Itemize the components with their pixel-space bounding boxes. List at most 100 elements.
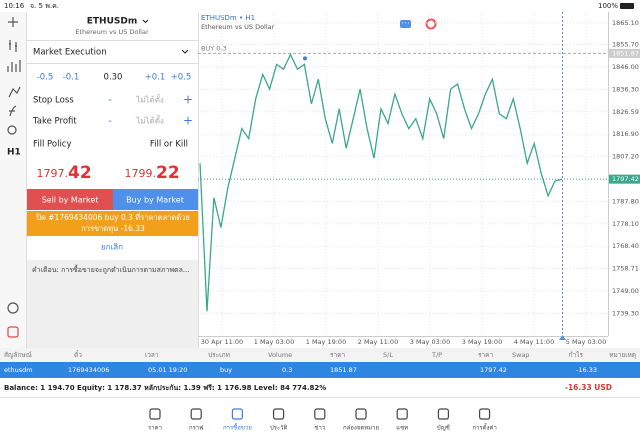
column-header: ตั๋ว [74, 350, 82, 359]
timeframe[interactable]: H1 [7, 148, 21, 158]
volume-step[interactable]: -0.1 [63, 73, 80, 83]
column-header: หมายเหตุ [609, 351, 636, 359]
nav-label[interactable]: กราฟ [189, 425, 203, 432]
column-header: ราคา [478, 351, 493, 359]
nav-icon[interactable] [355, 408, 367, 420]
nav-label[interactable]: ประวัติ [270, 425, 288, 432]
column-header: สัญลักษณ์ [4, 351, 32, 359]
sl-plus[interactable]: + [183, 93, 193, 107]
order-marker [303, 56, 307, 61]
sell-button[interactable] [27, 189, 113, 210]
y-tick-label: 1758.71 [612, 265, 639, 273]
x-tick-label: 2 May 11:00 [358, 338, 398, 346]
balance: Balance: 1 194.70 Equity: 1 178.37 หลักป… [4, 384, 326, 392]
nav-label[interactable]: แชท [396, 425, 408, 432]
warning-area [27, 260, 198, 350]
nav-icon[interactable] [396, 408, 408, 420]
y-tick-label: 1749.00 [612, 287, 639, 295]
status-time: 10:16 [4, 2, 25, 10]
tp-label: Take Profit [32, 117, 77, 127]
nav-label[interactable]: การตั้งค่า [472, 422, 496, 432]
column-header: S/L [383, 351, 393, 359]
nav-icon[interactable] [231, 408, 243, 420]
column-header: ราคา [330, 351, 345, 359]
notice-box [27, 211, 198, 236]
dropdown-icon [142, 19, 149, 24]
volume-step[interactable]: 0.30 [104, 73, 123, 83]
y-tick-label: 1816.90 [612, 130, 639, 138]
column-header: T/P [431, 351, 442, 359]
fill-label: Fill Policy [33, 140, 72, 150]
y-tick-label: 1865.10 [612, 19, 639, 27]
fill-value[interactable]: Fill or Kill [150, 140, 188, 150]
volume-step[interactable]: -0.5 [37, 73, 54, 83]
table-header [0, 348, 640, 362]
current-price-tag [609, 174, 640, 184]
total: -16.33 USD [565, 383, 612, 392]
x-tick-label: 1 May 03:00 [254, 338, 294, 346]
symbol-description: Ethereum vs US Dollar [75, 28, 149, 36]
sell-label[interactable]: Sell by Market [42, 196, 99, 205]
sl-value[interactable]: ไม่ได้ตั้ง [135, 94, 164, 105]
order-price-tag [609, 48, 640, 58]
y-tick-label: 1836.30 [612, 85, 639, 93]
volume-step[interactable]: +0.1 [145, 73, 166, 83]
nav-label[interactable]: ราคา [148, 425, 162, 432]
nav-icon[interactable] [437, 408, 449, 420]
x-tick-label: 1 May 19:00 [306, 338, 346, 346]
chart-subtitle: Ethereum vs US Dollar [201, 23, 275, 31]
current-price: 1797.42 [612, 175, 639, 183]
cell: -16.33 [576, 366, 597, 374]
nav-label[interactable]: การซื้อขาย [223, 422, 252, 432]
column-header: ประเภท [208, 351, 230, 359]
tp-value[interactable]: ไม่ได้ตั้ง [135, 115, 164, 126]
tp-plus[interactable]: + [183, 114, 193, 128]
order-line-label: BUY 0.3 [201, 44, 227, 52]
cell: 1851.87 [330, 366, 357, 374]
nav-icon[interactable] [190, 408, 202, 420]
column-header: เวลา [145, 351, 159, 359]
column-header: Swap [512, 351, 530, 359]
order-price: 1851.87 [612, 49, 639, 57]
volume-step[interactable]: +0.5 [171, 73, 192, 83]
nav-label[interactable]: ข่าว [314, 425, 325, 432]
column-header: Volume [268, 351, 292, 359]
cursor-marker [559, 335, 566, 340]
cell: buy [220, 366, 232, 374]
nav-icon[interactable] [479, 408, 491, 420]
symbol[interactable]: ETHUSDm [87, 17, 137, 27]
bid-big: 42 [68, 163, 92, 183]
cancel[interactable]: ยกเลิก [101, 243, 123, 252]
cell: 1797.42 [480, 366, 507, 374]
sl-label: Stop Loss [33, 96, 74, 106]
nav-icon[interactable] [273, 408, 285, 420]
buy-label[interactable]: Buy by Market [126, 196, 184, 205]
execution[interactable]: Market Execution [33, 48, 107, 58]
bid-main: 1797. [37, 167, 69, 180]
sl-minus[interactable]: - [108, 95, 112, 106]
buy-button[interactable] [113, 189, 198, 210]
status-battery: 100% [598, 2, 618, 10]
x-tick-label: 3 May 19:00 [462, 338, 502, 346]
nav-icon[interactable] [149, 408, 161, 420]
cell: 0.3 [282, 366, 292, 374]
toolbar-icons [7, 17, 21, 338]
ask-main: 1799. [125, 167, 157, 180]
nav-label[interactable]: บัญชี [437, 424, 450, 432]
column-header: กำไร [569, 351, 584, 359]
table-row[interactable] [0, 362, 640, 378]
nav-label[interactable]: กล่องจดหมาย [343, 425, 379, 432]
nav-icon[interactable] [314, 408, 326, 420]
x-tick-label: 4 May 11:00 [514, 338, 554, 346]
chart-icon[interactable] [400, 20, 411, 28]
y-tick-label: 1846.00 [612, 63, 639, 71]
battery-icon [620, 3, 634, 9]
dropdown-icon [181, 49, 189, 54]
chart-icon[interactable] [425, 18, 437, 30]
x-tick-label: 30 Apr 11:00 [201, 338, 243, 346]
cell: 1769434006 [68, 366, 109, 374]
tp-minus[interactable]: - [108, 116, 112, 127]
y-tick-label: 1739.30 [612, 309, 639, 317]
y-tick-label: 1807.20 [612, 153, 639, 161]
